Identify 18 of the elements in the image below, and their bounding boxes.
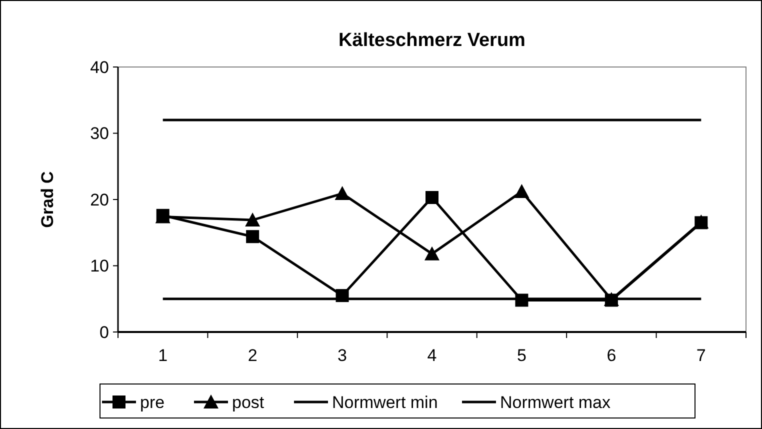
y-tick-label: 10 [90,256,109,276]
x-tick-label: 5 [516,346,526,365]
x-tick-label: 6 [606,346,616,365]
x-tick-label: 7 [696,346,706,365]
legend-label: Normwert max [500,392,612,412]
legend-label: pre [140,392,165,412]
y-tick-label: 0 [100,322,109,342]
chart-title: Kälteschmerz Verum [338,30,526,51]
y-tick-label: 20 [90,190,109,210]
y-tick-label: 40 [90,58,109,77]
y-tick-label: 30 [90,124,109,144]
x-tick-label: 1 [158,346,168,365]
x-tick-label: 3 [338,346,348,365]
legend-label: Normwert min [332,392,438,412]
legend-label: post [232,392,264,412]
y-axis-title: Grad C [38,171,57,228]
x-tick-label: 4 [427,346,437,365]
x-tick-label: 2 [248,346,258,365]
